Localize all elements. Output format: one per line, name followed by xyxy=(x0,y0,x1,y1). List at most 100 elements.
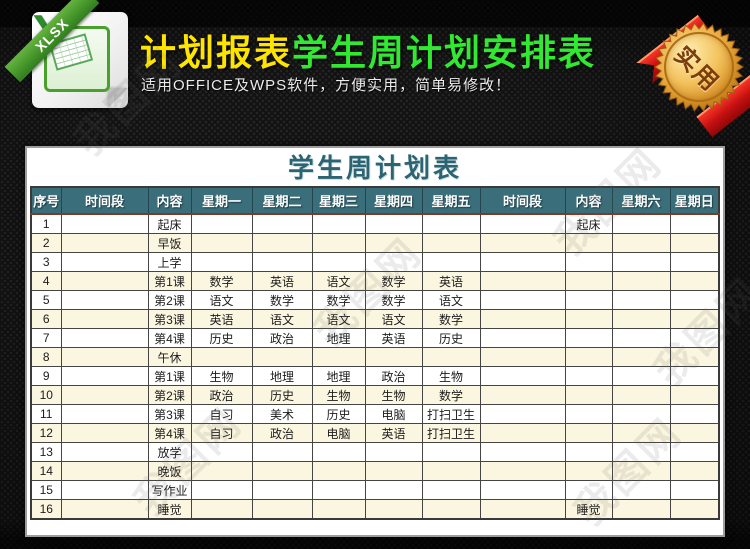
table-cell xyxy=(564,309,613,329)
table-cell: 生物 xyxy=(364,385,423,405)
table-cell xyxy=(611,499,671,520)
page-title-name: 学生周计划安排表 xyxy=(292,32,597,73)
column-header: 星期五 xyxy=(421,187,481,215)
table-row: 3 上学 xyxy=(30,252,720,272)
table-cell: 英语 xyxy=(364,328,423,348)
table-cell xyxy=(190,213,253,234)
table-cell: 语文 xyxy=(311,309,366,329)
column-header: 星期三 xyxy=(311,187,366,215)
table-cell xyxy=(60,233,149,253)
table-cell: 3 xyxy=(30,252,62,272)
table-cell xyxy=(564,328,613,348)
table-cell xyxy=(669,252,720,272)
table-cell xyxy=(421,499,481,520)
table-cell xyxy=(60,499,149,520)
table-cell xyxy=(421,461,481,481)
table-cell xyxy=(611,442,671,462)
table-cell: 数学 xyxy=(364,290,423,310)
table-cell xyxy=(364,233,423,253)
table-cell xyxy=(311,347,366,367)
table-cell xyxy=(669,309,720,329)
table-row: 5 第2课 语文 数学 数学 数学 语文 xyxy=(30,290,720,310)
table-row: 4 第1课 数学 英语 语文 数学 英语 xyxy=(30,271,720,291)
table-row: 14 晚饭 xyxy=(30,461,720,481)
table-cell: 5 xyxy=(30,290,62,310)
table-cell: 8 xyxy=(30,347,62,367)
table-cell: 政治 xyxy=(364,366,423,386)
table-cell xyxy=(60,366,149,386)
table-cell xyxy=(364,252,423,272)
table-cell xyxy=(60,290,149,310)
table-header-row: 序号 时间段 内容 星期一 星期二 星期三 星期四 星期五 时间段 内容 星期六 星期日 xyxy=(30,187,720,215)
table-cell xyxy=(669,385,720,405)
table-cell xyxy=(564,423,613,443)
table-cell: 数学 xyxy=(421,385,481,405)
table-cell xyxy=(251,442,313,462)
column-header: 内容 xyxy=(147,187,192,215)
table-cell: 7 xyxy=(30,328,62,348)
table-cell: 起床 xyxy=(147,213,192,234)
table-cell: 英语 xyxy=(364,423,423,443)
table-cell: 数学 xyxy=(190,271,253,291)
table-cell xyxy=(564,442,613,462)
table-cell: 第2课 xyxy=(147,290,192,310)
table-cell: 英语 xyxy=(190,309,253,329)
table-cell xyxy=(311,461,366,481)
table-cell xyxy=(669,347,720,367)
table-cell xyxy=(364,213,423,234)
table-cell xyxy=(669,233,720,253)
table-cell xyxy=(564,252,613,272)
table-cell xyxy=(611,347,671,367)
table-cell xyxy=(421,347,481,367)
table-row: 16 睡觉 睡觉 xyxy=(30,499,720,520)
table-cell xyxy=(479,213,566,234)
table-cell xyxy=(479,347,566,367)
table-cell xyxy=(479,233,566,253)
table-cell xyxy=(60,309,149,329)
table-cell xyxy=(190,233,253,253)
table-cell: 上学 xyxy=(147,252,192,272)
table-cell xyxy=(611,385,671,405)
table-cell xyxy=(669,328,720,348)
table-cell xyxy=(190,461,253,481)
medal-circle: 实用 xyxy=(664,32,734,102)
table-cell xyxy=(421,213,481,234)
table-cell: 生物 xyxy=(190,366,253,386)
table-cell xyxy=(611,366,671,386)
table-cell xyxy=(611,271,671,291)
page-title-category: 计划报表 xyxy=(140,32,293,73)
page-title: 计划报表学生周计划安排表 xyxy=(140,24,596,76)
table-cell xyxy=(611,404,671,424)
corner-medal-badge: 实用 xyxy=(648,4,750,132)
table-cell xyxy=(251,461,313,481)
table-cell: 英语 xyxy=(421,271,481,291)
table-cell xyxy=(479,252,566,272)
column-header: 星期日 xyxy=(669,187,720,215)
table-cell: 自习 xyxy=(190,404,253,424)
table-cell xyxy=(611,213,671,234)
table-cell: 晚饭 xyxy=(147,461,192,481)
table-cell xyxy=(60,461,149,481)
table-cell xyxy=(564,366,613,386)
table-cell xyxy=(60,404,149,424)
table-cell xyxy=(421,233,481,253)
table-cell: 生物 xyxy=(311,385,366,405)
table-cell xyxy=(60,347,149,367)
table-cell: 6 xyxy=(30,309,62,329)
table-cell: 自习 xyxy=(190,423,253,443)
table-cell xyxy=(421,480,481,500)
table-cell: 12 xyxy=(30,423,62,443)
table-cell: 生物 xyxy=(421,366,481,386)
table-cell xyxy=(311,213,366,234)
table-cell: 语文 xyxy=(190,290,253,310)
table-cell xyxy=(479,480,566,500)
table-cell xyxy=(564,404,613,424)
table-cell: 早饭 xyxy=(147,233,192,253)
table-cell: 历史 xyxy=(311,404,366,424)
table-cell: 13 xyxy=(30,442,62,462)
table-cell: 睡觉 xyxy=(147,499,192,520)
table-cell: 语文 xyxy=(251,309,313,329)
table-cell: 数学 xyxy=(251,290,313,310)
table-cell: 睡觉 xyxy=(564,499,613,520)
